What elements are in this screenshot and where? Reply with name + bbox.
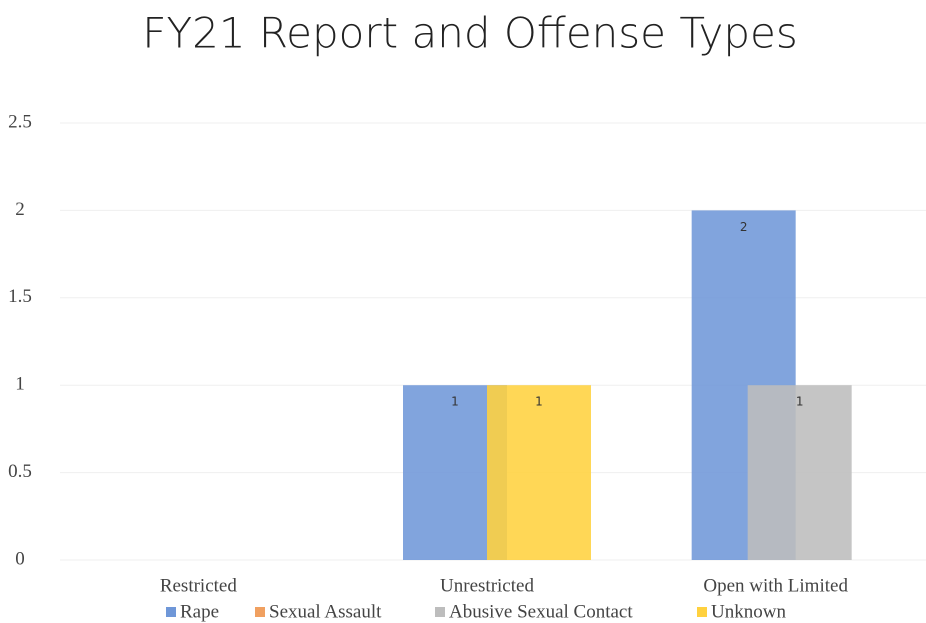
data-label: 1 — [796, 395, 804, 409]
data-label: 1 — [535, 395, 543, 409]
legend-swatch — [255, 607, 265, 617]
legend-swatch — [166, 607, 176, 617]
x-tick-label: Unrestricted — [440, 575, 534, 596]
x-tick-label: Restricted — [160, 575, 238, 596]
y-tick-label: 0 — [15, 548, 25, 569]
chart-title: FY21 Report and Offense Types — [142, 9, 797, 58]
data-label: 1 — [451, 395, 459, 409]
legend-label: Unknown — [711, 601, 786, 622]
y-tick-label: 1.5 — [8, 286, 32, 307]
y-tick-label: 2 — [15, 199, 25, 220]
legend-label: Abusive Sexual Contact — [449, 601, 633, 622]
legend-swatch — [697, 607, 707, 617]
legend-label: Sexual Assault — [269, 601, 382, 622]
bar — [747, 385, 852, 560]
y-tick-label: 1 — [15, 374, 25, 395]
x-tick-label: Open with Limited — [703, 575, 848, 596]
y-tick-label: 2.5 — [8, 111, 32, 132]
bar — [487, 385, 591, 560]
y-tick-label: 0.5 — [8, 461, 32, 482]
data-label: 2 — [740, 220, 748, 234]
legend-swatch — [435, 607, 445, 617]
legend-label: Rape — [180, 601, 219, 622]
